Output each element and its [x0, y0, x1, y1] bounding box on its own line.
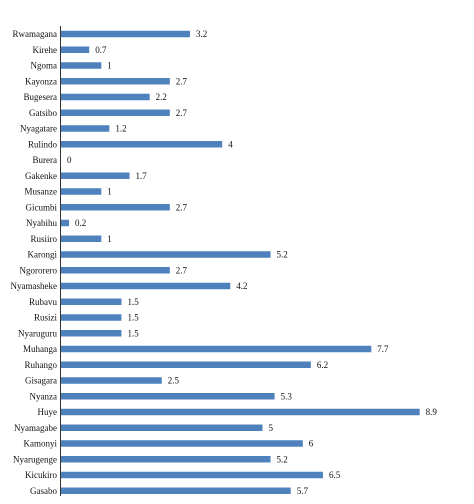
value-label-huye: 8.9	[426, 407, 438, 417]
bar-rulindo	[61, 141, 223, 148]
value-label-rubavu: 1.5	[127, 297, 139, 307]
bar-gatsibo	[61, 109, 170, 116]
bar-ngoma	[61, 62, 102, 69]
category-label-karongi: Karongi	[28, 250, 58, 260]
bar-muhanga	[61, 345, 372, 353]
bar-kamonyi	[61, 440, 303, 447]
value-label-rwamagana: 3.2	[196, 29, 207, 39]
category-label-rusiiro: Rusiiro	[30, 234, 57, 244]
value-label-nyarugenge: 5.2	[277, 454, 288, 464]
value-label-kirehe: 0.7	[95, 45, 107, 55]
bar-bugesera	[61, 93, 150, 101]
value-label-burera: 0	[67, 155, 72, 165]
category-label-kicukiro: Kicukiro	[25, 470, 57, 480]
category-label-nyamasheke: Nyamasheke	[11, 281, 57, 291]
value-label-gisagara: 2.5	[168, 376, 180, 386]
value-label-gasabo: 5.7	[297, 486, 309, 496]
bar-rubavu	[61, 298, 122, 305]
value-label-ngoma: 1	[107, 61, 112, 71]
bar-nyarugenge	[61, 456, 271, 463]
bar-musanze	[61, 188, 102, 195]
value-label-rulindo: 4	[228, 139, 233, 149]
category-label-nyabihu: Nyabihu	[26, 218, 57, 228]
value-label-rusizi: 1.5	[127, 313, 139, 323]
value-label-musanze: 1	[107, 187, 112, 197]
category-label-nyagatare: Nyagatare	[20, 124, 57, 134]
bar-kicukiro	[61, 471, 323, 479]
category-label-bugesera: Bugesera	[24, 92, 58, 102]
value-label-nyanza: 5.3	[281, 391, 293, 401]
category-label-gakenke: Gakenke	[25, 171, 57, 181]
bar-karongi	[61, 251, 271, 258]
category-label-musanze: Musanze	[25, 187, 58, 197]
value-label-muhanga: 7.7	[377, 344, 389, 354]
bar-nyabihu	[61, 219, 70, 227]
value-label-karongi: 5.2	[277, 250, 288, 260]
bar-rusiiro	[61, 235, 102, 242]
value-label-nyagatare: 1.2	[115, 124, 126, 134]
category-label-gisagara: Gisagara	[25, 376, 57, 386]
bar-gakenke	[61, 172, 130, 179]
category-label-rubavu: Rubavu	[29, 297, 57, 307]
category-label-rwamagana: Rwamagana	[13, 29, 57, 39]
bar-nyaruguru	[61, 330, 122, 337]
category-label-ngororero: Ngororero	[20, 265, 58, 275]
bar-kayonza	[61, 78, 170, 85]
category-label-kayonza: Kayonza	[25, 76, 57, 86]
value-label-nyamasheke: 4.2	[236, 281, 247, 291]
category-label-nyanza: Nyanza	[30, 391, 57, 401]
bar-nyagatare	[61, 125, 110, 132]
category-label-rusizi: Rusizi	[34, 313, 58, 323]
bar-gasabo	[61, 487, 291, 494]
value-label-nyamagabe: 5	[269, 423, 274, 433]
value-label-kicukiro: 6.5	[329, 470, 341, 480]
category-label-ngoma: Ngoma	[31, 61, 58, 71]
bar-rusizi	[61, 314, 122, 321]
bar-nyamagabe	[61, 424, 263, 431]
category-label-huye: Huye	[38, 407, 58, 417]
category-label-burera: Burera	[33, 155, 58, 165]
value-label-nyabihu: 0.2	[75, 218, 86, 228]
value-label-gakenke: 1.7	[136, 171, 148, 181]
bar-kirehe	[61, 46, 90, 53]
bar-ngororero	[61, 267, 170, 274]
bar-nyamasheke	[61, 282, 231, 290]
category-label-nyarugenge: Nyarugenge	[13, 454, 57, 464]
value-label-nyaruguru: 1.5	[127, 328, 139, 338]
category-label-rulindo: Rulindo	[28, 139, 58, 149]
value-label-bugesera: 2.2	[156, 92, 167, 102]
category-label-ruhango: Ruhango	[25, 360, 58, 370]
category-label-gatsibo: Gatsibo	[29, 108, 57, 118]
value-label-ngororero: 2.7	[176, 265, 188, 275]
category-label-gasabo: Gasabo	[30, 486, 57, 496]
value-label-kamonyi: 6	[309, 439, 314, 449]
labels-layer: Rwamagana 3.2 Kirehe 0.7 Ngoma 1 Kayonza 2.7 Bug…	[11, 29, 438, 496]
bar-rwamagana	[61, 30, 190, 38]
category-label-nyaruguru: Nyaruguru	[18, 328, 57, 338]
category-label-gicumbi: Gicumbi	[26, 202, 58, 212]
category-label-kamonyi: Kamonyi	[24, 439, 58, 449]
bars-layer	[61, 30, 420, 494]
bar-gisagara	[61, 377, 162, 384]
bar-ruhango	[61, 361, 311, 368]
bar-gicumbi	[61, 204, 170, 211]
bar-nyanza	[61, 393, 275, 400]
value-label-gatsibo: 2.7	[176, 108, 188, 118]
value-label-kayonza: 2.7	[176, 76, 188, 86]
category-label-nyamagabe: Nyamagabe	[14, 423, 57, 433]
value-label-gicumbi: 2.7	[176, 202, 188, 212]
category-label-muhanga: Muhanga	[23, 344, 57, 354]
bar-huye	[61, 408, 420, 416]
value-label-rusiiro: 1	[107, 234, 112, 244]
value-label-ruhango: 6.2	[317, 360, 328, 370]
category-label-kirehe: Kirehe	[33, 45, 58, 55]
